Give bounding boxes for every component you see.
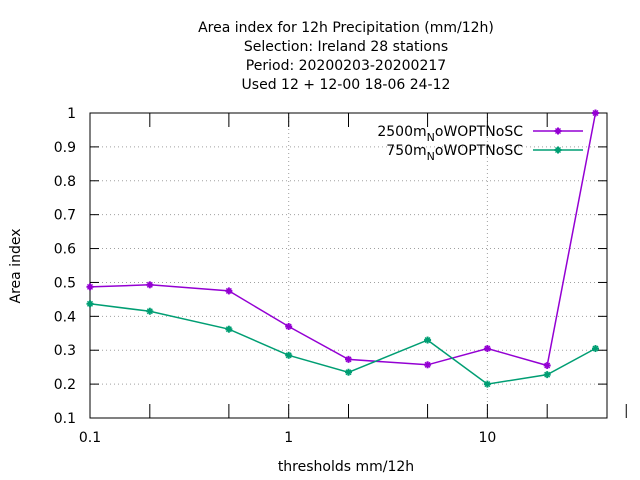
data-point <box>543 361 551 369</box>
title-line: Used 12 + 12-00 18-06 24-12 <box>242 77 451 93</box>
data-point <box>543 371 551 379</box>
y-tick-label: 0.1 <box>54 411 76 427</box>
chart-title: Area index for 12h Precipitation (mm/12h… <box>198 20 494 93</box>
y-tick-label: 0.4 <box>54 309 76 325</box>
data-point <box>591 109 599 117</box>
data-point <box>146 281 154 289</box>
series-lines <box>86 109 599 388</box>
data-point <box>86 300 94 308</box>
y-tick-label: 0.9 <box>54 140 76 156</box>
data-point <box>554 146 562 154</box>
legend-label: 750mNoWOPTNoSC <box>386 143 523 163</box>
x-tick-label: 1 <box>284 430 293 446</box>
y-tick-label: 0.8 <box>54 174 76 190</box>
legend-entry: 2500mNoWOPTNoSC <box>377 124 583 144</box>
data-point <box>86 283 94 291</box>
title-line: Period: 20200203-20200217 <box>246 58 446 74</box>
y-tick-label: 0.5 <box>54 275 76 291</box>
data-point <box>483 380 491 388</box>
y-tick-label: 0.6 <box>54 242 76 258</box>
data-point <box>424 336 432 344</box>
data-point <box>591 345 599 353</box>
data-point <box>424 361 432 369</box>
x-tick-label: 0.1 <box>79 430 101 446</box>
data-point <box>345 368 352 376</box>
data-point <box>285 323 293 330</box>
y-tick-label: 0.7 <box>54 208 76 224</box>
x-axis-label: thresholds mm/12h <box>278 459 414 475</box>
y-axis-label: Area index <box>8 229 24 304</box>
x-tick-label: 10 <box>478 430 496 446</box>
data-point <box>225 325 233 333</box>
data-point <box>225 287 233 295</box>
y-tick-label: 0.2 <box>54 377 76 393</box>
data-point <box>554 127 562 135</box>
title-line: Selection: Ireland 28 stations <box>244 39 448 55</box>
data-point <box>483 345 491 353</box>
data-point <box>146 307 154 315</box>
data-point <box>285 351 293 359</box>
legend-entry: 750mNoWOPTNoSC <box>386 143 583 163</box>
y-tick-label: 0.3 <box>54 343 76 359</box>
grid-lines <box>90 113 607 418</box>
y-tick-label: 1 <box>67 106 76 122</box>
title-line: Area index for 12h Precipitation (mm/12h… <box>198 20 494 36</box>
legend-label: 2500mNoWOPTNoSC <box>377 124 523 144</box>
axis-ticks: 0.1 0.2 0.3 0.4 0.5 0.6 0.7 0.8 0.9 1 0.1 1 10 <box>54 106 627 446</box>
data-point <box>345 355 352 363</box>
